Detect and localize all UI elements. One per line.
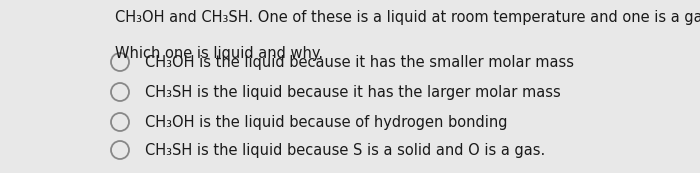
Text: CH₃OH is the liquid because of hydrogen bonding: CH₃OH is the liquid because of hydrogen …	[145, 115, 508, 130]
Text: CH₃SH is the liquid because it has the larger molar mass: CH₃SH is the liquid because it has the l…	[145, 84, 561, 99]
Text: CH₃OH and CH₃SH. One of these is a liquid at room temperature and one is a gas.: CH₃OH and CH₃SH. One of these is a liqui…	[115, 10, 700, 25]
Text: CH₃OH is the liquid because it has the smaller molar mass: CH₃OH is the liquid because it has the s…	[145, 54, 574, 70]
Text: CH₃SH is the liquid because S is a solid and O is a gas.: CH₃SH is the liquid because S is a solid…	[145, 143, 545, 157]
Text: Which one is liquid and why.: Which one is liquid and why.	[115, 46, 323, 61]
